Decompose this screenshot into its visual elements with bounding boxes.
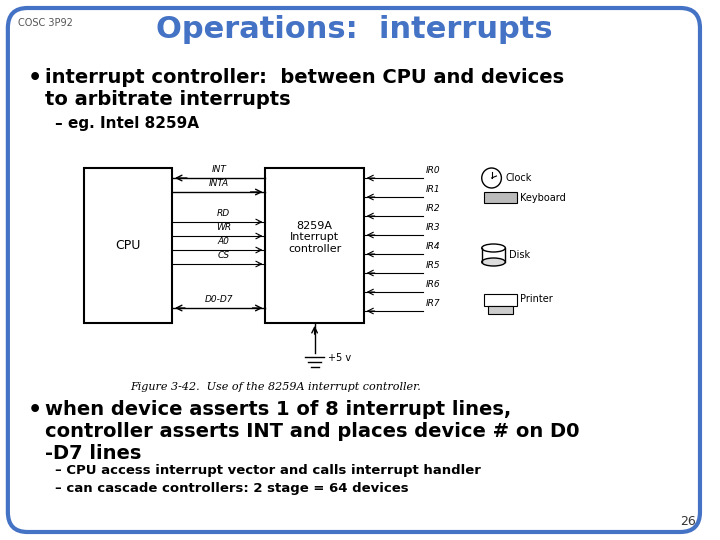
Text: IR4: IR4 [426,242,441,251]
Text: 8259A
Interrupt
controller: 8259A Interrupt controller [288,221,341,254]
Text: INTA: INTA [209,179,229,188]
Text: Clock: Clock [505,173,531,183]
FancyBboxPatch shape [8,8,700,532]
Text: 26: 26 [680,515,696,528]
Text: CPU: CPU [115,239,140,252]
FancyBboxPatch shape [484,192,517,203]
Text: D0-D7: D0-D7 [204,295,233,304]
Text: IR2: IR2 [426,204,441,213]
FancyBboxPatch shape [266,168,364,323]
Text: – eg. Intel 8259A: – eg. Intel 8259A [55,116,199,131]
Text: Printer: Printer [520,294,553,304]
Text: RD: RD [217,209,230,218]
Text: A0: A0 [217,237,230,246]
FancyBboxPatch shape [84,168,172,323]
Text: INT: INT [211,165,226,174]
Text: CS: CS [217,251,230,260]
Text: Disk: Disk [509,250,531,260]
Text: Operations:  interrupts: Operations: interrupts [156,15,552,44]
Text: IR6: IR6 [426,280,441,289]
Ellipse shape [482,258,505,266]
Text: +5 v: +5 v [328,353,351,363]
Text: Keyboard: Keyboard [520,193,566,203]
FancyBboxPatch shape [484,294,517,306]
Text: IR0: IR0 [426,166,441,175]
FancyBboxPatch shape [487,306,513,314]
Text: Figure 3-42.  Use of the 8259A interrupt controller.: Figure 3-42. Use of the 8259A interrupt … [130,382,420,392]
Text: – CPU access interrupt vector and calls interrupt handler: – CPU access interrupt vector and calls … [55,464,481,477]
Text: IR5: IR5 [426,261,441,270]
Text: •: • [27,400,42,420]
Text: when device asserts 1 of 8 interrupt lines,
controller asserts INT and places de: when device asserts 1 of 8 interrupt lin… [45,400,580,463]
Text: interrupt controller:  between CPU and devices
to arbitrate interrupts: interrupt controller: between CPU and de… [45,68,564,109]
Text: IR3: IR3 [426,223,441,232]
Text: WR: WR [216,223,231,232]
Text: IR1: IR1 [426,185,441,194]
Text: •: • [27,68,42,88]
Text: IR7: IR7 [426,299,441,308]
Text: COSC 3P92: COSC 3P92 [18,18,73,28]
Text: – can cascade controllers: 2 stage = 64 devices: – can cascade controllers: 2 stage = 64 … [55,482,409,495]
